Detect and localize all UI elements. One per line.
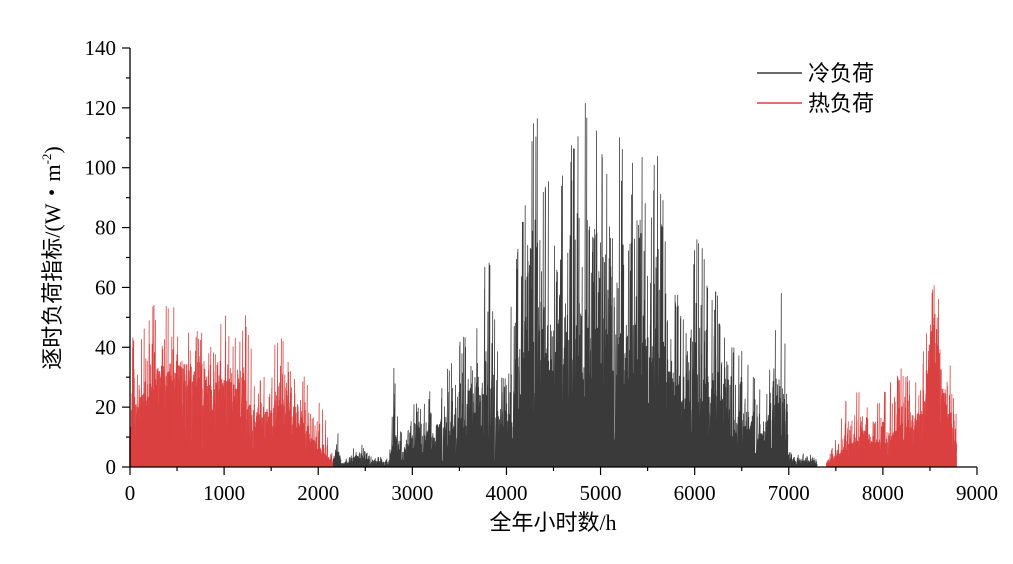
x-tick-label: 3000 <box>391 481 433 505</box>
y-tick-label: 40 <box>95 335 116 359</box>
series-line-cooling <box>331 103 818 468</box>
legend: 冷负荷 热负荷 <box>757 61 874 116</box>
x-tick-label: 7000 <box>768 481 810 505</box>
x-tick-label: 9000 <box>956 481 998 505</box>
x-tick-label: 5000 <box>580 481 622 505</box>
x-tick-label: 4000 <box>485 481 527 505</box>
y-axis-title-main: 逐时负荷指标/(W・m <box>40 164 65 369</box>
x-tick-label: 2000 <box>297 481 339 505</box>
y-tick-label: 20 <box>95 395 116 419</box>
y-tick-label: 120 <box>85 96 117 120</box>
y-axis-title-close: ) <box>40 146 65 153</box>
y-tick-label: 100 <box>85 156 117 180</box>
y-tick-label: 80 <box>95 216 116 240</box>
y-tick-label: 140 <box>85 36 117 60</box>
legend-label-heating: 热负荷 <box>808 91 874 116</box>
legend-label-cooling: 冷负荷 <box>808 61 874 86</box>
x-tick-label: 1000 <box>203 481 245 505</box>
x-tick-label: 8000 <box>862 481 904 505</box>
x-axis-title: 全年小时数/h <box>489 510 616 535</box>
x-tick-label: 0 <box>125 481 136 505</box>
y-axis-title: 逐时负荷指标/(W・m-2) <box>39 146 65 370</box>
x-ticks: 0 1000 2000 3000 4000 5000 6000 7000 8000 9000 <box>125 467 998 505</box>
y-axis-title-sup: -2 <box>39 154 54 165</box>
y-tick-label: 0 <box>106 455 117 479</box>
series-layer <box>129 103 958 468</box>
y-tick-label: 60 <box>95 275 116 299</box>
x-tick-label: 6000 <box>674 481 716 505</box>
y-ticks: 0 20 40 60 80 100 120 140 <box>85 36 130 479</box>
